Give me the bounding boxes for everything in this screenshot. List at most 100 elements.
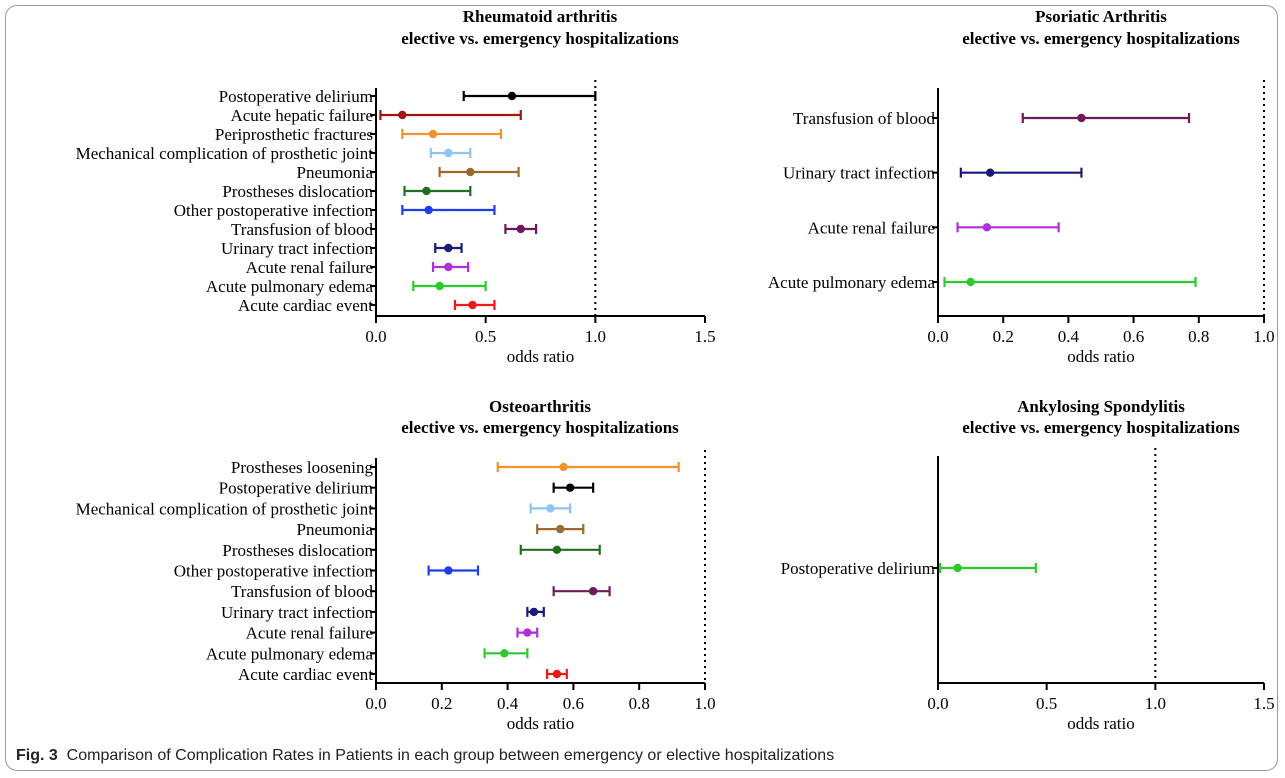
panel-subtitle: elective vs. emergency hospitalizations [401, 29, 679, 48]
x-tick-label: 0.0 [365, 694, 386, 713]
odds-ratio-point [1077, 113, 1086, 123]
forest-row: Prostheses dislocation [222, 541, 601, 560]
odds-ratio-point [422, 186, 431, 196]
x-tick-label: 1.0 [1253, 327, 1274, 346]
odds-ratio-point [435, 281, 444, 291]
odds-ratio-point [424, 205, 433, 215]
forest-row: Acute cardiac event [238, 665, 568, 684]
odds-ratio-point [444, 148, 453, 158]
forest-row: Postoperative delirium [219, 87, 597, 106]
forest-row: Urinary tract infection [783, 164, 1083, 183]
forest-row: Postoperative delirium [781, 559, 1037, 578]
x-tick-label: 0.0 [927, 327, 948, 346]
row-label: Acute cardiac event [238, 296, 373, 315]
x-tick-label: 0.8 [629, 694, 650, 713]
row-label: Postoperative delirium [219, 479, 373, 498]
row-label: Prostheses dislocation [222, 182, 373, 201]
forest-row: Periprosthetic fractures [215, 125, 503, 144]
row-label: Mechanical complication of prosthetic jo… [76, 499, 374, 518]
row-label: Urinary tract infection [783, 164, 935, 183]
caption-label: Fig. 3 [16, 747, 58, 764]
forest-row: Other postoperative infection [174, 562, 480, 581]
odds-ratio-point [982, 223, 992, 232]
forest-row: Urinary tract infection [221, 239, 463, 258]
x-tick-label: 0.8 [1188, 327, 1209, 346]
forest-row: Acute renal failure [246, 258, 470, 277]
row-label: Transfusion of blood [231, 220, 373, 239]
odds-ratio-point [444, 566, 453, 575]
forest-row: Pneumonia [297, 163, 520, 182]
odds-ratio-point [428, 129, 438, 139]
odds-ratio-point [507, 91, 517, 101]
forest-row: Acute renal failure [246, 624, 539, 643]
forest-row: Prostheses dislocation [222, 182, 472, 201]
odds-ratio-point [529, 607, 539, 617]
forest-row: Mechanical complication of prosthetic jo… [76, 499, 572, 518]
row-label: Acute hepatic failure [230, 106, 373, 125]
x-axis-label: odds ratio [1067, 714, 1135, 733]
x-axis-label: odds ratio [1067, 347, 1135, 366]
forest-row: Pneumonia [297, 520, 585, 539]
row-label: Postoperative delirium [781, 559, 935, 578]
odds-ratio-point [588, 587, 598, 596]
x-tick-label: 0.4 [1058, 327, 1080, 346]
panel-3: Osteoarthritis elective vs. emergency hos… [76, 397, 716, 733]
x-tick-label: 1.0 [1145, 694, 1166, 713]
panel-2: Psoriatic Arthritis elective vs. emergenc… [768, 7, 1275, 366]
odds-ratio-point [546, 504, 555, 513]
odds-ratio-point [398, 110, 407, 120]
row-label: Prostheses loosening [231, 458, 374, 477]
panel-title: Rheumatoid arthritis [463, 7, 618, 26]
x-tick-label: 1.0 [694, 694, 715, 713]
odds-ratio-point [500, 649, 509, 658]
odds-ratio-point [466, 167, 475, 177]
x-tick-label: 0.5 [1036, 694, 1057, 713]
row-label: Transfusion of blood [231, 582, 373, 601]
x-axis-label: odds ratio [507, 347, 575, 366]
forest-row: Urinary tract infection [221, 603, 545, 622]
odds-ratio-point [444, 262, 453, 272]
row-label: Other postoperative infection [174, 201, 374, 220]
x-tick-label: 1.5 [694, 327, 715, 346]
row-label: Acute renal failure [808, 218, 935, 237]
row-label: Acute pulmonary edema [206, 644, 374, 663]
panel-subtitle: elective vs. emergency hospitalizations [401, 418, 679, 437]
panel-title: Osteoarthritis [489, 397, 591, 416]
forest-row: Transfusion of blood [231, 220, 538, 239]
forest-row: Acute cardiac event [238, 296, 496, 315]
row-label: Urinary tract infection [221, 239, 373, 258]
row-label: Pneumonia [297, 520, 374, 539]
row-label: Periprosthetic fractures [215, 125, 373, 144]
forest-row: Other postoperative infection [174, 201, 496, 220]
x-tick-label: 0.6 [563, 694, 584, 713]
forest-row: Acute hepatic failure [230, 106, 522, 125]
panel-title: Psoriatic Arthritis [1035, 7, 1167, 26]
x-tick-label: 0.6 [1123, 327, 1144, 346]
x-tick-label: 0.2 [431, 694, 452, 713]
row-label: Acute pulmonary edema [206, 277, 374, 296]
odds-ratio-point [516, 224, 525, 234]
caption-text: Comparison of Complication Rates in Pati… [66, 747, 835, 764]
x-tick-label: 0.5 [475, 327, 496, 346]
x-tick-label: 1.5 [1253, 694, 1274, 713]
panel-subtitle: elective vs. emergency hospitalizations [962, 29, 1240, 48]
odds-ratio-point [565, 483, 575, 492]
odds-ratio-point [468, 300, 477, 310]
forest-row: Transfusion of blood [231, 582, 611, 601]
row-label: Other postoperative infection [174, 562, 374, 581]
figure-caption: Fig. 3 Comparison of Complication Rates … [16, 747, 834, 765]
row-label: Acute cardiac event [238, 665, 373, 684]
odds-ratio-point [966, 277, 975, 287]
x-axis-label: odds ratio [507, 714, 575, 733]
forest-row: Acute renal failure [808, 218, 1060, 237]
x-tick-label: 1.0 [585, 327, 606, 346]
panel-title: Ankylosing Spondylitis [1017, 397, 1185, 416]
odds-ratio-point [552, 545, 562, 554]
panel-subtitle: elective vs. emergency hospitalizations [962, 418, 1240, 437]
panel-1: Rheumatoid arthritis elective vs. emergen… [76, 7, 716, 366]
forest-row: Acute pulmonary edema [768, 273, 1197, 292]
row-label: Mechanical complication of prosthetic jo… [76, 144, 374, 163]
row-label: Acute renal failure [246, 258, 373, 277]
panel-4: Ankylosing Spondylitis elective vs. emerg… [781, 397, 1275, 733]
odds-ratio-point [556, 524, 565, 534]
